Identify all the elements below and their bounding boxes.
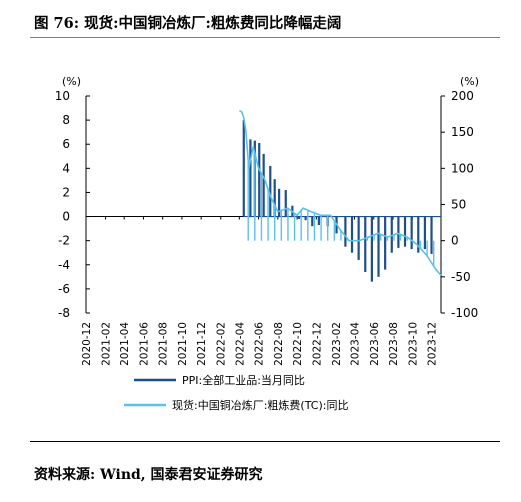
x-tick-label: 2020-12 bbox=[81, 322, 93, 366]
x-tick-label: 2023-10 bbox=[407, 322, 419, 366]
x-tick-label: 2022-08 bbox=[273, 322, 285, 366]
x-tick-label: 2021-02 bbox=[101, 322, 113, 366]
left-tick-label: -6 bbox=[58, 282, 70, 296]
figure-title: 图 76: 现货:中国铜冶炼厂:粗炼费同比降幅走阔 bbox=[34, 15, 342, 32]
x-tick-label: 2021-12 bbox=[196, 322, 208, 366]
x-tick-label: 2021-10 bbox=[177, 322, 189, 366]
x-tick-label: 2022-02 bbox=[216, 322, 228, 366]
left-tick-label: 4 bbox=[62, 161, 70, 175]
x-tick-label: 2023-08 bbox=[388, 322, 400, 366]
right-tick-label: 50 bbox=[451, 198, 466, 212]
left-tick-label: -2 bbox=[58, 234, 70, 248]
right-axis-unit: (%) bbox=[460, 75, 479, 88]
bottom-rule bbox=[30, 441, 500, 442]
x-tick-label: 2022-10 bbox=[292, 322, 304, 366]
left-tick-label: 6 bbox=[62, 137, 70, 151]
left-tick-label: 10 bbox=[55, 89, 70, 103]
x-tick-label: 2021-04 bbox=[119, 322, 131, 366]
left-tick-label: 2 bbox=[62, 185, 70, 199]
legend-label: 现货:中国铜冶炼厂:粗炼费(TC):同比 bbox=[172, 398, 348, 412]
x-tick-label: 2023-02 bbox=[331, 322, 343, 366]
right-tick-label: -50 bbox=[451, 270, 471, 284]
right-tick-label: 150 bbox=[451, 125, 474, 139]
right-tick-label: 200 bbox=[451, 89, 474, 103]
right-tick-label: -100 bbox=[451, 306, 478, 320]
left-tick-label: 8 bbox=[62, 113, 70, 127]
source-note: 资料来源: Wind, 国泰君安证券研究 bbox=[34, 467, 263, 483]
x-tick-label: 2022-12 bbox=[311, 322, 323, 366]
x-tick-label: 2022-06 bbox=[254, 322, 266, 366]
x-tick-label: 2023-12 bbox=[427, 322, 439, 366]
x-tick-label: 2021-06 bbox=[138, 322, 150, 366]
right-tick-label: 100 bbox=[451, 161, 474, 175]
left-tick-label: 0 bbox=[62, 210, 70, 224]
title-rule bbox=[30, 37, 500, 38]
left-tick-label: -4 bbox=[58, 258, 70, 272]
left-axis-unit: (%) bbox=[62, 75, 81, 88]
tc-line bbox=[238, 109, 442, 276]
x-tick-label: 2023-06 bbox=[369, 322, 381, 366]
x-tick-label: 2021-08 bbox=[158, 322, 170, 366]
right-tick-label: 0 bbox=[451, 234, 459, 248]
series-layer bbox=[238, 109, 442, 282]
x-tick-label: 2023-04 bbox=[350, 322, 362, 366]
left-tick-label: -8 bbox=[58, 306, 70, 320]
legend-label: PPI:全部工业品:当月同比 bbox=[182, 373, 305, 387]
x-tick-label: 2022-04 bbox=[234, 322, 246, 366]
